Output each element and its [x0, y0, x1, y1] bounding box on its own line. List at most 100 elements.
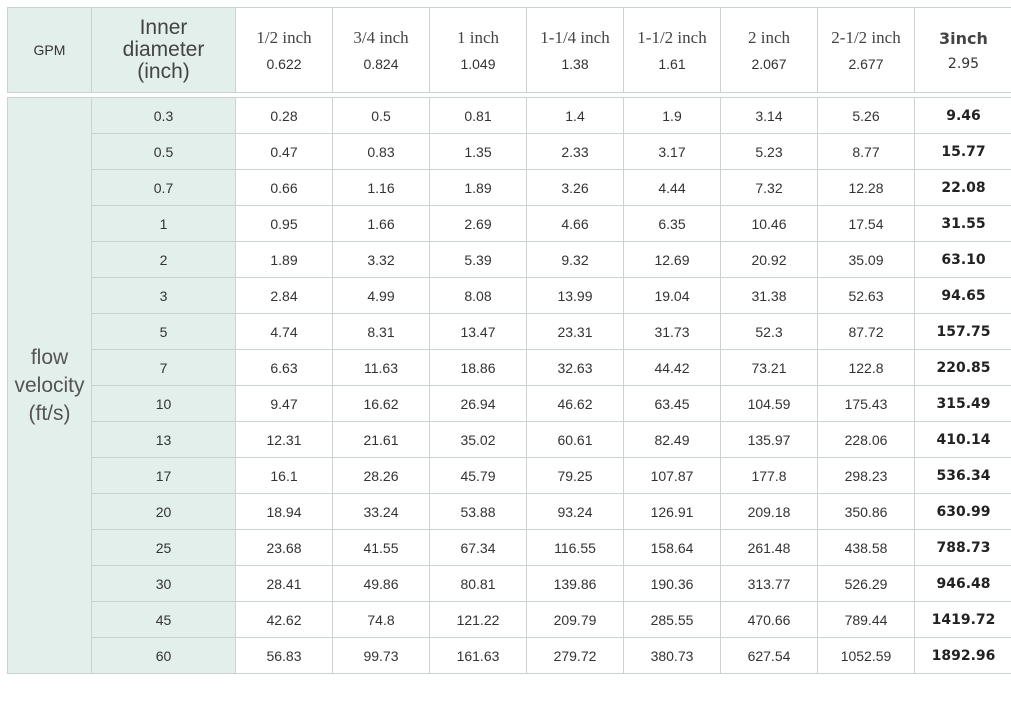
- velocity-value: 2.84: [235, 277, 333, 314]
- velocity-value: 209.79: [526, 601, 624, 638]
- velocity-value: 298.23: [817, 457, 915, 494]
- velocity-value: 157.75: [914, 313, 1011, 350]
- velocity-value: 67.34: [429, 529, 527, 566]
- gpm-value: 0.5: [91, 133, 236, 170]
- velocity-value: 52.63: [817, 277, 915, 314]
- velocity-value: 28.26: [332, 457, 430, 494]
- gpm-value: 60: [91, 637, 236, 674]
- inner-diameter-value: 1.61: [658, 56, 686, 72]
- pipe-size-header: 1/2 inch 0.622: [235, 7, 333, 93]
- gpm-value: 20: [91, 493, 236, 530]
- velocity-value: 1.66: [332, 205, 430, 242]
- velocity-value: 1.89: [429, 169, 527, 206]
- velocity-value: 6.35: [623, 205, 721, 242]
- flow-velocity-line: flow: [30, 345, 69, 369]
- pipe-size-header: 2-1/2 inch 2.677: [817, 7, 915, 93]
- velocity-value: 158.64: [623, 529, 721, 566]
- pipe-size-label: 1 inch: [456, 28, 500, 47]
- velocity-value: 49.86: [332, 565, 430, 602]
- table-row: 2 1.89 3.32 5.39 9.32 12.69 20.92 35.09 63.10: [8, 241, 1011, 278]
- pipe-size-header: 3/4 inch 0.824: [332, 7, 430, 93]
- velocity-value: 32.63: [526, 349, 624, 386]
- velocity-value: 31.38: [720, 277, 818, 314]
- velocity-value: 82.49: [623, 421, 721, 458]
- velocity-value: 9.46: [914, 97, 1011, 134]
- velocity-value: 53.88: [429, 493, 527, 530]
- gpm-value: 2: [91, 241, 236, 278]
- velocity-value: 8.77: [817, 133, 915, 170]
- velocity-value: 3.26: [526, 169, 624, 206]
- gpm-value: 7: [91, 349, 236, 386]
- velocity-value: 261.48: [720, 529, 818, 566]
- velocity-value: 0.83: [332, 133, 430, 170]
- table-row: 20 18.94 33.24 53.88 93.24 126.91 209.18 350.86…: [8, 493, 1011, 530]
- velocity-value: 0.5: [332, 97, 430, 134]
- velocity-value: 630.99: [914, 493, 1011, 530]
- velocity-value: 1892.96: [914, 637, 1011, 674]
- velocity-value: 175.43: [817, 385, 915, 422]
- velocity-value: 116.55: [526, 529, 624, 566]
- gpm-value: 0.7: [91, 169, 236, 206]
- flow-velocity-label: flow velocity (ft/s): [7, 97, 92, 674]
- velocity-value: 73.21: [720, 349, 818, 386]
- velocity-value: 7.32: [720, 169, 818, 206]
- velocity-value: 17.54: [817, 205, 915, 242]
- inner-diameter-value: 2.677: [848, 56, 884, 72]
- velocity-value: 350.86: [817, 493, 915, 530]
- velocity-value: 1.9: [623, 97, 721, 134]
- inner-diameter-line: Inner: [139, 16, 188, 39]
- table-row: 25 23.68 41.55 67.34 116.55 158.64 261.48 438.5…: [8, 529, 1011, 566]
- velocity-value: 35.02: [429, 421, 527, 458]
- table-row: 5 4.74 8.31 13.47 23.31 31.73 52.3 87.72 157.75: [8, 313, 1011, 350]
- velocity-value: 20.92: [720, 241, 818, 278]
- velocity-value: 3.32: [332, 241, 430, 278]
- pipe-size-header: 1-1/2 inch 1.61: [623, 7, 721, 93]
- velocity-value: 93.24: [526, 493, 624, 530]
- velocity-value: 470.66: [720, 601, 818, 638]
- velocity-value: 3.14: [720, 97, 818, 134]
- velocity-value: 41.55: [332, 529, 430, 566]
- velocity-value: 104.59: [720, 385, 818, 422]
- velocity-value: 313.77: [720, 565, 818, 602]
- velocity-value: 44.42: [623, 349, 721, 386]
- table-row: 45 42.62 74.8 121.22 209.79 285.55 470.66 789.4…: [8, 601, 1011, 638]
- velocity-value: 177.8: [720, 457, 818, 494]
- inner-diameter-value: 2.067: [751, 56, 787, 72]
- velocity-value: 42.62: [235, 601, 333, 638]
- velocity-value: 3.17: [623, 133, 721, 170]
- velocity-value: 209.18: [720, 493, 818, 530]
- velocity-value: 438.58: [817, 529, 915, 566]
- velocity-value: 627.54: [720, 637, 818, 674]
- velocity-value: 94.65: [914, 277, 1011, 314]
- velocity-value: 9.32: [526, 241, 624, 278]
- velocity-value: 1419.72: [914, 601, 1011, 638]
- gpm-value: 10: [91, 385, 236, 422]
- velocity-value: 1.4: [526, 97, 624, 134]
- velocity-value: 2.69: [429, 205, 527, 242]
- pipe-size-header: 3inch 2.95: [914, 7, 1011, 93]
- gpm-value: 13: [91, 421, 236, 458]
- pipe-size-label: 3inch: [939, 28, 988, 48]
- velocity-value: 21.61: [332, 421, 430, 458]
- inner-diameter-header: Inner diameter (inch): [91, 7, 236, 93]
- pipe-size-label: 2 inch: [747, 28, 791, 47]
- gpm-value: 30: [91, 565, 236, 602]
- gpm-value: 17: [91, 457, 236, 494]
- inner-diameter-value: 1.049: [460, 56, 496, 72]
- velocity-value: 63.10: [914, 241, 1011, 278]
- velocity-value: 126.91: [623, 493, 721, 530]
- gpm-value: 45: [91, 601, 236, 638]
- velocity-value: 0.95: [235, 205, 333, 242]
- flow-velocity-line: velocity: [14, 373, 85, 397]
- velocity-value: 315.49: [914, 385, 1011, 422]
- velocity-value: 31.73: [623, 313, 721, 350]
- velocity-value: 285.55: [623, 601, 721, 638]
- velocity-value: 26.94: [429, 385, 527, 422]
- velocity-value: 46.62: [526, 385, 624, 422]
- pipe-size-label: 3/4 inch: [353, 28, 409, 47]
- pipe-size-header: 1 inch 1.049: [429, 7, 527, 93]
- velocity-value: 4.74: [235, 313, 333, 350]
- velocity-value: 161.63: [429, 637, 527, 674]
- pipe-size-label: 1-1/4 inch: [540, 28, 610, 47]
- velocity-value: 99.73: [332, 637, 430, 674]
